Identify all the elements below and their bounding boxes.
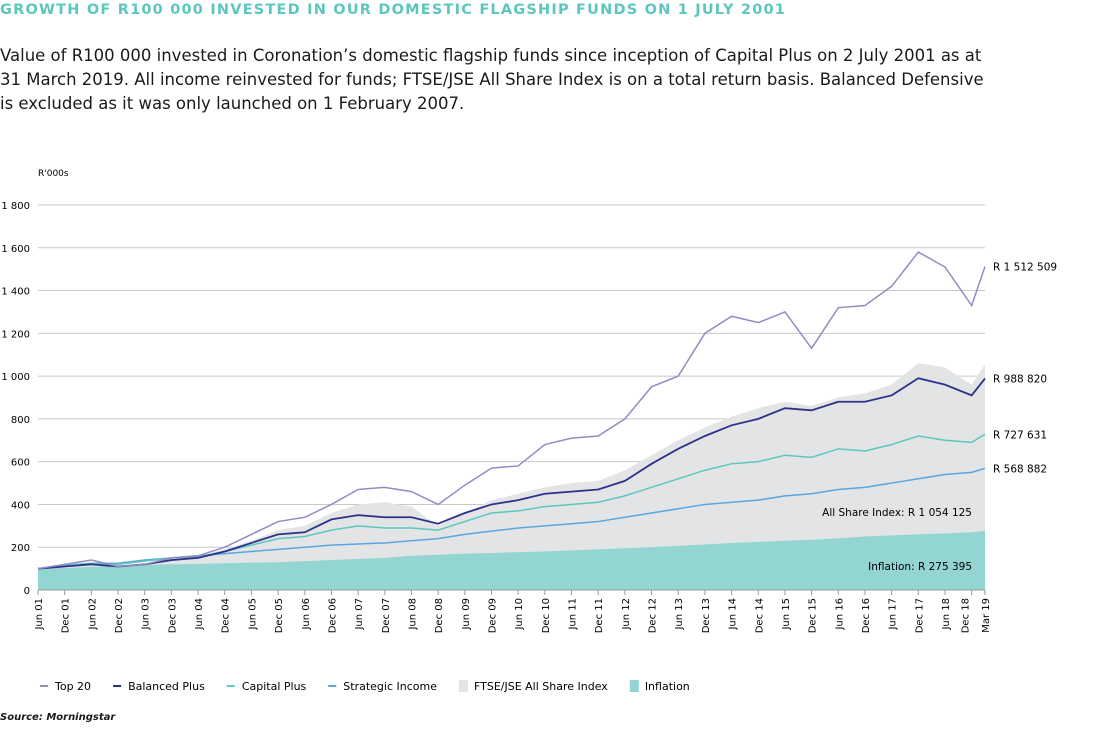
end-label: All Share Index: R 1 054 125 xyxy=(822,507,972,519)
y-tick-label: 600 xyxy=(11,458,30,469)
chart-description: Value of R100 000 invested in Coronation… xyxy=(0,46,984,113)
x-tick-label: Dec 01 xyxy=(61,598,72,633)
x-tick-label: Dec 17 xyxy=(914,598,925,633)
x-tick-label: Jun 15 xyxy=(781,598,792,631)
legend-label: FTSE/JSE All Share Index xyxy=(474,680,608,693)
legend-label: Balanced Plus xyxy=(128,680,205,693)
legend-label: Capital Plus xyxy=(242,680,307,693)
y-tick-label: 200 xyxy=(11,543,30,554)
end-label: R 988 820 xyxy=(993,373,1047,385)
y-tick-label: 800 xyxy=(11,415,30,426)
x-tick-label: Jun 16 xyxy=(834,598,845,631)
legend-label: Top 20 xyxy=(54,680,91,693)
x-tick-label: Dec 15 xyxy=(808,598,819,633)
x-tick-label: Dec 16 xyxy=(861,598,872,633)
x-tick-label: Jun 14 xyxy=(728,598,739,631)
x-tick-label: Dec 10 xyxy=(541,598,552,633)
x-tick-label: Jun 09 xyxy=(461,598,472,631)
legend-swatch xyxy=(629,680,639,692)
x-tick-label: Jun 12 xyxy=(621,598,632,631)
area-inflation xyxy=(38,531,985,590)
x-tick-label: Jun 05 xyxy=(247,598,258,631)
x-tick-label: Jun 06 xyxy=(301,598,312,631)
chart-title: GROWTH OF R100 000 INVESTED IN OUR DOMES… xyxy=(0,2,787,18)
x-tick-label: Dec 12 xyxy=(648,598,659,633)
x-tick-label: Dec 13 xyxy=(701,598,712,633)
x-tick-label: Dec 06 xyxy=(327,598,338,633)
area-ftse-jse-all-share-index xyxy=(38,363,985,590)
legend-label: Inflation xyxy=(645,680,690,693)
x-tick-label: Dec 07 xyxy=(381,598,392,633)
end-label: R 727 631 xyxy=(993,429,1047,441)
legend-label: Strategic Income xyxy=(343,680,437,693)
x-tick-label: Dec 04 xyxy=(221,598,232,633)
y-tick-label: 1 800 xyxy=(1,201,30,212)
x-tick-label: Jun 18 xyxy=(941,598,952,631)
x-tick-label: Jun 10 xyxy=(514,598,525,631)
y-tick-label: 1 000 xyxy=(1,372,30,383)
end-label: Inflation: R 275 395 xyxy=(868,561,972,573)
end-label: R 568 882 xyxy=(993,463,1047,475)
y-tick-label: 400 xyxy=(11,500,30,511)
x-tick-label: Mar 19 xyxy=(981,598,992,633)
y-tick-label: 0 xyxy=(24,586,30,597)
source-note: Source: Morningstar xyxy=(0,712,116,723)
y-tick-label: 1 200 xyxy=(1,329,30,340)
x-tick-label: Jun 17 xyxy=(888,598,899,631)
x-tick-label: Dec 05 xyxy=(274,598,285,633)
y-axis-label: R'000s xyxy=(38,169,69,179)
x-tick-label: Jun 13 xyxy=(674,598,685,631)
x-tick-label: Dec 14 xyxy=(754,598,765,633)
y-tick-label: 1 400 xyxy=(1,287,30,298)
end-label: R 1 512 509 xyxy=(993,262,1057,274)
x-tick-label: Jun 11 xyxy=(568,598,579,631)
x-tick-label: Dec 02 xyxy=(114,598,125,633)
x-tick-label: Jun 07 xyxy=(354,598,365,631)
x-tick-label: Dec 18 xyxy=(961,598,972,633)
legend-swatch xyxy=(458,680,468,692)
x-tick-label: Jun 04 xyxy=(194,598,205,631)
x-tick-label: Dec 08 xyxy=(434,598,445,633)
x-tick-label: Dec 09 xyxy=(487,598,498,633)
x-tick-label: Dec 11 xyxy=(594,598,605,633)
x-tick-label: Jun 01 xyxy=(34,598,45,631)
x-tick-label: Dec 03 xyxy=(167,598,178,633)
x-tick-label: Jun 02 xyxy=(87,598,98,631)
y-tick-label: 1 600 xyxy=(1,244,30,255)
x-tick-label: Jun 03 xyxy=(141,598,152,631)
x-tick-label: Jun 08 xyxy=(407,598,418,631)
